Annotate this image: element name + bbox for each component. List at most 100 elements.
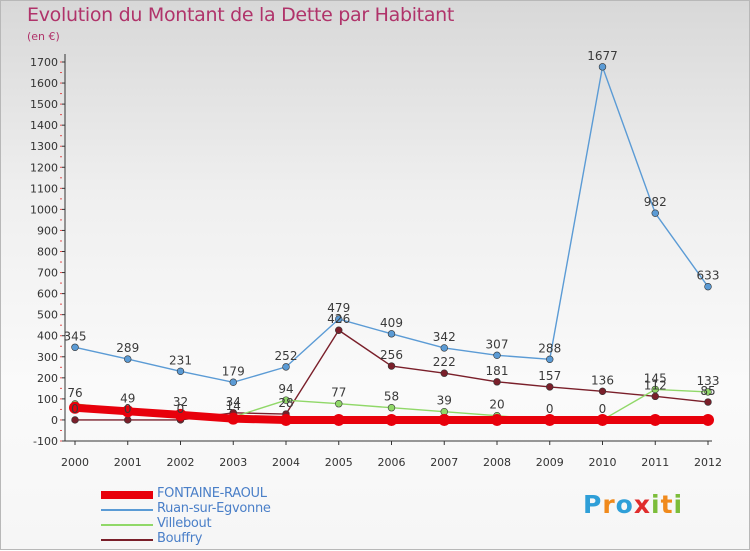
data-point <box>71 343 79 352</box>
data-label: 94 <box>278 382 293 396</box>
data-point <box>124 355 132 363</box>
data-label: 1677 <box>587 49 618 63</box>
data-point <box>543 413 556 426</box>
brand-logo: Proxiti <box>583 490 684 519</box>
data-point <box>651 209 659 217</box>
data-point <box>176 367 185 376</box>
data-point <box>282 363 290 371</box>
data-point <box>332 413 345 426</box>
legend-swatch <box>101 509 153 511</box>
data-labels-layer: 345 289 231 179 252 479 409 342 307 288 1677 982 633… <box>64 49 720 416</box>
data-label: 479 <box>327 301 350 315</box>
data-label: 181 <box>486 364 509 378</box>
data-point <box>387 362 396 370</box>
data-point <box>546 355 554 364</box>
axes: -100010020030040050060070080090010001100… <box>30 54 722 469</box>
data-label: 288 <box>538 341 561 355</box>
data-point <box>493 351 501 360</box>
y-tick-label: 1200 <box>30 161 58 174</box>
data-label: 409 <box>380 316 403 330</box>
y-tick-label: 300 <box>37 351 58 364</box>
y-tick-label: 700 <box>37 267 58 280</box>
y-tick-label: 0 <box>51 414 58 427</box>
legend-label: FONTAINE-RAOUL <box>157 486 267 501</box>
data-label: 76 <box>67 386 82 400</box>
legend-label: Ruan-sur-Egvonne <box>157 501 271 516</box>
data-label: 39 <box>437 394 452 408</box>
y-tick-label: 1000 <box>30 203 58 216</box>
x-tick-label: 2006 <box>378 456 406 469</box>
data-label: 342 <box>433 330 456 344</box>
data-point <box>335 326 343 334</box>
data-point <box>493 378 501 386</box>
data-label: 179 <box>222 364 245 378</box>
data-point <box>282 396 290 404</box>
data-point <box>649 413 662 426</box>
data-label: 157 <box>538 369 561 383</box>
x-tick-label: 2010 <box>589 456 617 469</box>
data-label: 133 <box>697 374 720 388</box>
data-point <box>124 416 132 424</box>
data-label: 85 <box>700 384 715 398</box>
data-point <box>598 387 607 396</box>
data-point <box>596 413 609 426</box>
legend-label: Bouffry <box>157 531 203 546</box>
x-tick-label: 2011 <box>641 456 669 469</box>
data-label: 289 <box>116 341 139 355</box>
data-label: 112 <box>644 378 667 392</box>
data-label: 307 <box>486 337 509 351</box>
data-point <box>704 398 712 406</box>
data-label: 0 <box>177 402 185 416</box>
data-point <box>598 63 607 71</box>
y-tick-label: 100 <box>37 393 58 406</box>
data-point <box>385 413 398 426</box>
data-point <box>174 408 187 421</box>
legend-swatch <box>101 524 153 526</box>
data-point <box>438 413 451 426</box>
data-point <box>227 412 240 425</box>
data-label: 34 <box>226 395 241 409</box>
y-tick-label: 400 <box>37 330 58 343</box>
data-point <box>704 388 712 396</box>
data-point <box>651 385 659 394</box>
y-tick-label: 1300 <box>30 140 58 153</box>
data-label: 0 <box>71 402 79 416</box>
data-point <box>387 330 396 338</box>
data-point <box>546 383 554 391</box>
data-label: 0 <box>599 402 607 416</box>
data-label: 345 <box>64 329 87 343</box>
data-label: 28 <box>278 396 293 410</box>
data-point <box>229 378 237 386</box>
x-tick-label: 2005 <box>325 456 353 469</box>
y-tick-label: 1500 <box>30 98 58 111</box>
data-point <box>121 405 134 418</box>
data-label: 633 <box>697 269 720 283</box>
y-tick-label: 1700 <box>30 56 58 69</box>
data-label: 231 <box>169 353 192 367</box>
data-label: 58 <box>384 390 399 404</box>
x-tick-label: 2003 <box>219 456 247 469</box>
data-label: 136 <box>591 373 614 387</box>
chart-title: Evolution du Montant de la Dette par Hab… <box>27 4 455 26</box>
data-label: 49 <box>120 392 135 406</box>
data-label: 256 <box>380 348 403 362</box>
data-point <box>335 315 343 323</box>
data-label: 222 <box>433 355 456 369</box>
data-point <box>387 404 396 412</box>
y-tick-label: 600 <box>37 288 58 301</box>
data-point <box>440 369 448 377</box>
x-tick-label: 2009 <box>536 456 564 469</box>
y-tick-label: 1100 <box>30 182 58 195</box>
data-point <box>280 413 292 426</box>
x-tick-label: 2007 <box>430 456 458 469</box>
data-label: 982 <box>644 195 667 209</box>
x-tick-label: 2002 <box>167 456 195 469</box>
data-point <box>71 416 79 424</box>
y-tick-label: 200 <box>37 372 58 385</box>
legend-swatch <box>101 539 153 541</box>
data-label: 0 <box>546 402 554 416</box>
y-tick-label: 800 <box>37 246 58 259</box>
data-label: 0 <box>124 402 132 416</box>
data-point <box>335 400 343 408</box>
